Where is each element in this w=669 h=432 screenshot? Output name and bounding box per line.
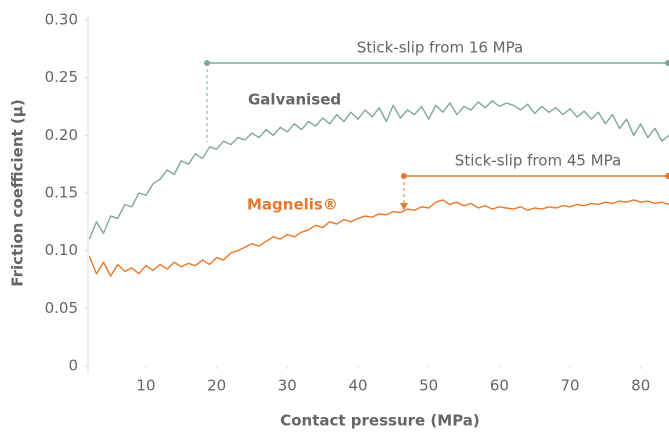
y-tick-label: 0.30 [45, 11, 78, 29]
annotation-dot [665, 60, 669, 66]
annotation-dot [204, 60, 210, 66]
y-tick-label: 0.10 [45, 241, 78, 259]
series-line [88, 100, 669, 240]
y-tick-label: 0.15 [45, 184, 78, 202]
series-label: Magnelis® [247, 196, 338, 214]
x-tick-label: 10 [136, 377, 155, 395]
x-tick-label: 40 [348, 377, 367, 395]
x-tick-label: 30 [278, 377, 297, 395]
x-tick-label: 80 [631, 377, 650, 395]
x-axis-label: Contact pressure (MPa) [280, 412, 480, 430]
x-tick-label: 60 [490, 377, 509, 395]
y-tick-label: 0.05 [45, 299, 78, 317]
x-tick-label: 50 [419, 377, 438, 395]
y-tick-label: 0.25 [45, 68, 78, 86]
y-tick-label: 0 [68, 357, 78, 375]
annotation-arrow [400, 203, 408, 210]
series-label: Galvanised [248, 91, 341, 109]
series-line [88, 199, 669, 277]
y-axis-label: Friction coefficient (µ) [9, 99, 27, 286]
y-tick-label: 0.20 [45, 126, 78, 144]
annotation-text: Stick-slip from 45 MPa [455, 152, 621, 170]
annotation-dot [665, 173, 669, 179]
annotation-dot [401, 173, 407, 179]
x-tick-label: 70 [560, 377, 579, 395]
annotation-text: Stick-slip from 16 MPa [357, 39, 523, 57]
x-tick-label: 20 [207, 377, 226, 395]
